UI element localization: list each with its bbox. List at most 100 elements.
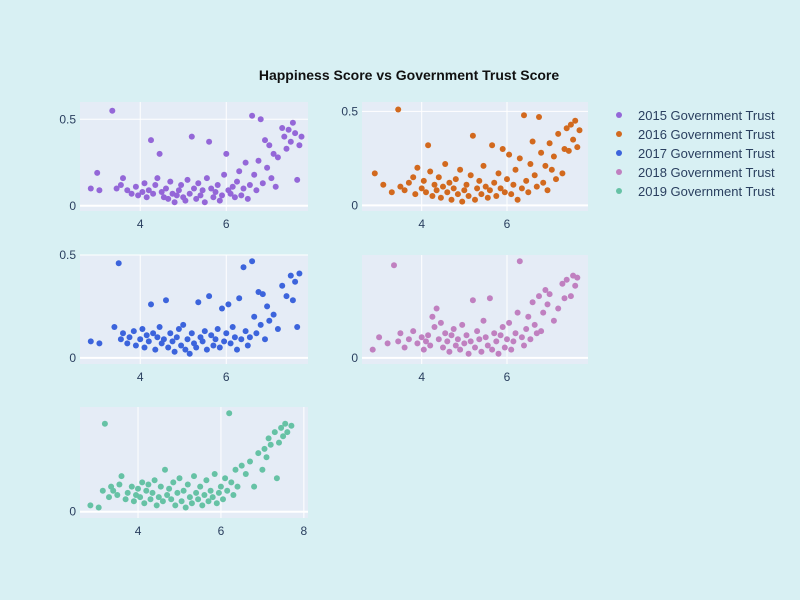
data-point[interactable] [261,445,268,452]
data-point[interactable] [195,496,202,503]
data-point[interactable] [223,150,230,157]
data-point[interactable] [536,114,542,120]
data-point[interactable] [193,489,200,496]
data-point[interactable] [193,195,200,202]
data-point[interactable] [213,500,220,507]
data-point[interactable] [533,183,540,190]
data-point[interactable] [120,330,126,337]
data-point[interactable] [117,336,124,343]
data-point[interactable] [559,280,566,287]
data-point[interactable] [279,125,286,131]
data-point[interactable] [555,130,562,137]
data-point[interactable] [376,334,383,341]
data-point[interactable] [448,196,455,203]
data-point[interactable] [550,153,557,160]
data-point[interactable] [271,429,278,436]
data-point[interactable] [561,295,568,302]
data-point[interactable] [474,185,481,192]
data-point[interactable] [236,168,243,175]
data-point[interactable] [95,504,102,511]
data-point[interactable] [465,193,472,199]
data-point[interactable] [249,112,256,119]
data-point[interactable] [184,481,191,488]
data-point[interactable] [283,293,290,300]
data-point[interactable] [155,494,162,501]
data-point[interactable] [229,183,236,190]
data-point[interactable] [126,334,133,341]
data-point[interactable] [191,185,197,192]
data-point[interactable] [156,324,163,330]
data-point[interactable] [294,324,301,330]
data-point[interactable] [472,196,478,203]
data-point[interactable] [143,332,150,339]
data-point[interactable] [154,334,161,341]
data-point[interactable] [542,287,549,293]
data-point[interactable] [175,187,182,194]
data-point[interactable] [124,489,131,496]
data-point[interactable] [251,313,258,320]
data-point[interactable] [371,170,378,177]
data-point[interactable] [276,439,282,446]
data-point[interactable] [292,278,299,285]
data-point[interactable] [431,324,438,330]
data-point[interactable] [288,422,295,429]
data-point[interactable] [162,466,168,473]
data-point[interactable] [538,328,545,335]
data-point[interactable] [518,185,525,192]
data-point[interactable] [227,340,234,347]
data-point[interactable] [395,338,402,345]
data-point[interactable] [246,182,253,188]
data-point[interactable] [128,483,135,490]
data-point[interactable] [139,189,146,195]
data-point[interactable] [158,189,165,195]
data-point[interactable] [270,311,277,318]
data-point[interactable] [159,498,166,505]
data-point[interactable] [461,340,468,347]
data-point[interactable] [563,276,570,283]
data-point[interactable] [480,317,487,324]
data-point[interactable] [232,466,239,473]
data-point[interactable] [154,175,161,182]
data-point[interactable] [87,338,94,345]
legend-item-3[interactable]: 2017 Government Trust [616,146,775,161]
data-point[interactable] [197,192,204,199]
data-point[interactable] [173,334,180,341]
data-point[interactable] [410,174,417,181]
data-point[interactable] [457,166,464,173]
data-point[interactable] [280,433,287,440]
data-point[interactable] [173,192,180,199]
data-point[interactable] [166,485,173,492]
data-point[interactable] [203,477,210,484]
data-point[interactable] [182,504,189,511]
data-point[interactable] [414,164,421,171]
data-point[interactable] [148,137,154,144]
data-point[interactable] [234,346,240,353]
data-point[interactable] [242,471,249,477]
data-point[interactable] [195,180,202,187]
data-point[interactable] [210,342,217,349]
data-point[interactable] [283,145,290,152]
data-point[interactable] [214,182,221,188]
data-point[interactable] [484,194,491,201]
data-point[interactable] [264,164,271,171]
legend-item-5[interactable]: 2019 Government Trust [616,184,775,199]
data-point[interactable] [565,147,572,154]
data-point[interactable] [469,132,476,139]
data-point[interactable] [178,498,185,505]
data-point[interactable] [262,336,268,343]
data-point[interactable] [257,116,264,123]
data-point[interactable] [205,498,212,505]
data-point[interactable] [427,342,434,349]
data-point[interactable] [397,183,404,190]
data-point[interactable] [171,199,178,206]
data-point[interactable] [499,146,506,152]
data-point[interactable] [486,295,493,302]
data-point[interactable] [145,338,152,345]
data-point[interactable] [244,342,251,349]
data-point[interactable] [521,112,527,119]
data-point[interactable] [388,189,395,196]
data-point[interactable] [163,297,169,304]
data-point[interactable] [203,175,210,182]
data-point[interactable] [147,496,154,503]
data-point[interactable] [531,172,538,179]
